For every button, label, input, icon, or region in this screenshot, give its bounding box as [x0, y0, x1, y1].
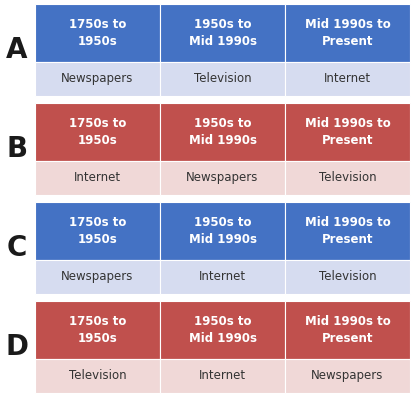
- Bar: [160, 301, 285, 359]
- Text: Internet: Internet: [199, 270, 246, 283]
- Bar: [160, 62, 285, 96]
- Text: 1750s to
1950s: 1750s to 1950s: [69, 117, 126, 147]
- Text: C: C: [7, 234, 27, 262]
- Text: 1950s to
Mid 1990s: 1950s to Mid 1990s: [188, 18, 256, 48]
- Text: 1750s to
1950s: 1750s to 1950s: [69, 18, 126, 48]
- Text: A: A: [6, 36, 28, 64]
- Text: B: B: [7, 135, 27, 163]
- Bar: [160, 202, 285, 260]
- Bar: [35, 260, 160, 294]
- Bar: [160, 161, 285, 195]
- Text: Internet: Internet: [74, 172, 121, 185]
- Bar: [285, 161, 410, 195]
- Text: Television: Television: [194, 73, 251, 85]
- Text: Mid 1990s to
Present: Mid 1990s to Present: [305, 315, 391, 345]
- Text: Television: Television: [69, 370, 126, 382]
- Bar: [160, 359, 285, 393]
- Bar: [285, 202, 410, 260]
- Bar: [285, 301, 410, 359]
- Bar: [35, 103, 160, 161]
- Bar: [35, 4, 160, 62]
- Bar: [35, 62, 160, 96]
- Text: Internet: Internet: [324, 73, 371, 85]
- Bar: [160, 103, 285, 161]
- Text: Television: Television: [319, 270, 376, 283]
- Text: Newspapers: Newspapers: [186, 172, 259, 185]
- Bar: [160, 4, 285, 62]
- Text: Mid 1990s to
Present: Mid 1990s to Present: [305, 216, 391, 246]
- Bar: [160, 260, 285, 294]
- Text: 1750s to
1950s: 1750s to 1950s: [69, 216, 126, 246]
- Bar: [285, 260, 410, 294]
- Bar: [285, 359, 410, 393]
- Text: D: D: [5, 333, 29, 361]
- Text: Television: Television: [319, 172, 376, 185]
- Bar: [285, 4, 410, 62]
- Text: Newspapers: Newspapers: [311, 370, 384, 382]
- Text: 1750s to
1950s: 1750s to 1950s: [69, 315, 126, 345]
- Bar: [285, 62, 410, 96]
- Text: Mid 1990s to
Present: Mid 1990s to Present: [305, 117, 391, 147]
- Bar: [35, 359, 160, 393]
- Text: Mid 1990s to
Present: Mid 1990s to Present: [305, 18, 391, 48]
- Bar: [35, 161, 160, 195]
- Text: Newspapers: Newspapers: [61, 270, 134, 283]
- Text: 1950s to
Mid 1990s: 1950s to Mid 1990s: [188, 117, 256, 147]
- Bar: [285, 103, 410, 161]
- Bar: [35, 202, 160, 260]
- Text: Internet: Internet: [199, 370, 246, 382]
- Text: 1950s to
Mid 1990s: 1950s to Mid 1990s: [188, 315, 256, 345]
- Bar: [35, 301, 160, 359]
- Text: 1950s to
Mid 1990s: 1950s to Mid 1990s: [188, 216, 256, 246]
- Text: Newspapers: Newspapers: [61, 73, 134, 85]
